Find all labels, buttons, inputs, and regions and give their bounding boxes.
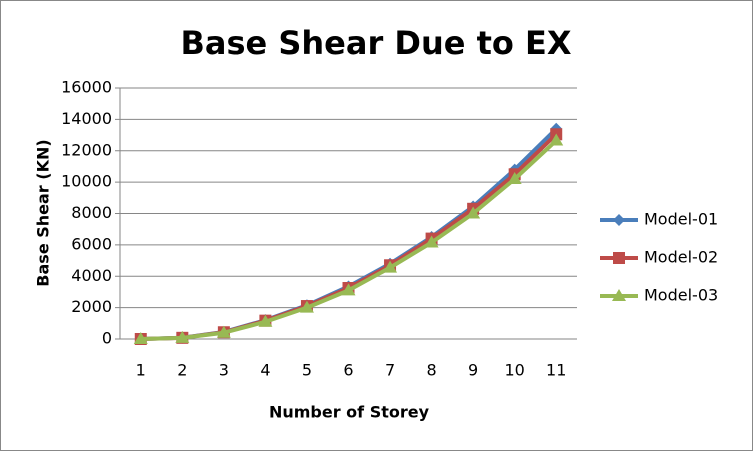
- x-tick-label: 7: [385, 361, 395, 380]
- y-tick-label: 8000: [71, 203, 112, 222]
- x-tick-label: 3: [219, 361, 229, 380]
- y-tick-label: 0: [102, 329, 112, 348]
- marker: [133, 332, 148, 344]
- marker: [383, 260, 398, 273]
- y-tick-label: 12000: [61, 140, 112, 159]
- x-tick-label: 8: [426, 361, 436, 380]
- marker: [216, 325, 231, 338]
- marker: [549, 133, 564, 146]
- x-tick-label: 10: [505, 361, 525, 380]
- legend-label: Model-03: [644, 286, 718, 305]
- legend-label: Model-02: [644, 248, 718, 267]
- marker: [175, 330, 190, 343]
- marker: [258, 314, 273, 327]
- y-axis-title: Base Shear (KN): [34, 139, 53, 286]
- marker: [341, 283, 356, 296]
- y-tick-label: 6000: [71, 234, 112, 253]
- x-tick-label: 6: [343, 361, 353, 380]
- marker: [466, 206, 481, 219]
- x-tick-label: 2: [177, 361, 187, 380]
- y-tick-label: 4000: [71, 266, 112, 285]
- x-axis-title: Number of Storey: [269, 403, 430, 422]
- y-tick-label: 2000: [71, 297, 112, 316]
- legend-label: Model-01: [644, 210, 718, 229]
- marker: [612, 289, 626, 301]
- chart-title: Base Shear Due to EX: [180, 24, 571, 62]
- y-tick-label: 10000: [61, 172, 112, 191]
- x-tick-label: 5: [302, 361, 312, 380]
- marker: [613, 214, 625, 226]
- x-tick-label: 9: [468, 361, 478, 380]
- marker: [507, 171, 522, 184]
- marker: [613, 252, 625, 264]
- y-tick-label: 16000: [61, 78, 112, 97]
- y-tick-label: 14000: [61, 109, 112, 128]
- x-tick-label: 4: [260, 361, 270, 380]
- x-tick-label: 11: [546, 361, 566, 380]
- marker: [424, 235, 439, 248]
- x-tick-label: 1: [136, 361, 146, 380]
- marker: [299, 300, 314, 313]
